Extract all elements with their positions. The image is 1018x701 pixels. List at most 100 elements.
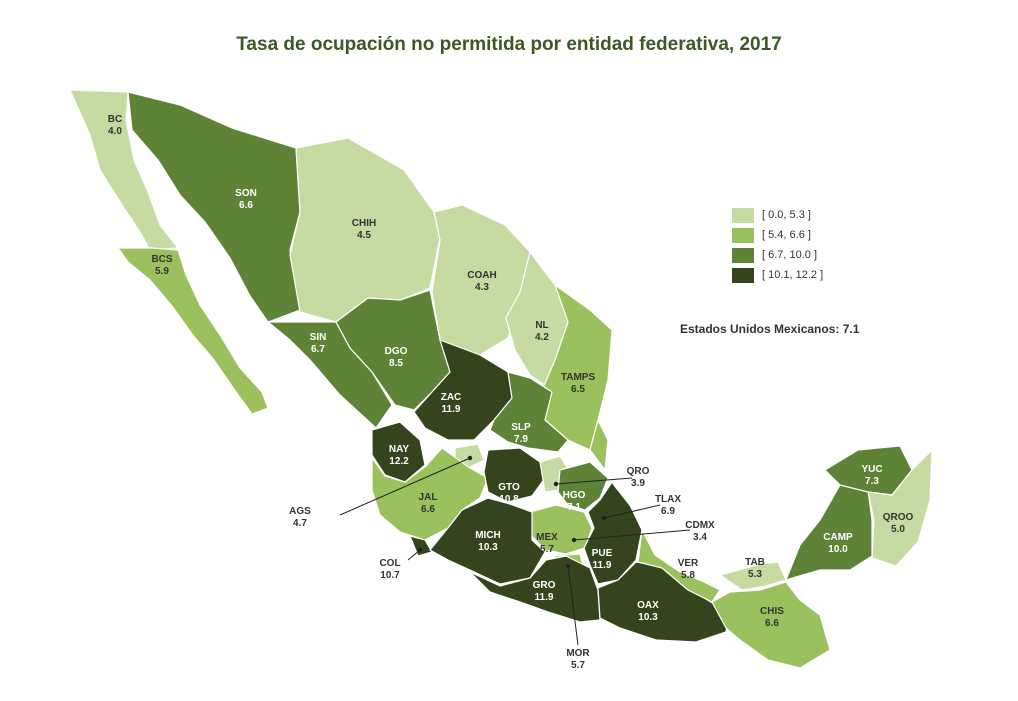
state-value: 8.5 bbox=[389, 358, 403, 369]
state-tamps bbox=[539, 284, 613, 451]
state-value: 7.9 bbox=[514, 434, 528, 445]
state-label: BC bbox=[108, 114, 122, 125]
state-label: OAX bbox=[637, 600, 659, 611]
state-label: PUE bbox=[592, 548, 613, 559]
legend: [ 0.0, 5.3 ] [ 5.4, 6.6 ] [ 6.7, 10.0 ] … bbox=[732, 206, 823, 286]
state-label: HGO bbox=[563, 490, 586, 501]
callout-arrowhead bbox=[553, 481, 559, 487]
state-value: 5.0 bbox=[891, 524, 905, 535]
state-camp bbox=[785, 484, 873, 581]
state-value: 6.7 bbox=[311, 344, 325, 355]
callout-arrowhead bbox=[417, 547, 423, 553]
state-nay bbox=[371, 421, 426, 483]
callout-arrow bbox=[573, 529, 691, 541]
callout-arrowhead bbox=[565, 563, 571, 569]
legend-swatch bbox=[732, 227, 754, 243]
state-value: 11.9 bbox=[593, 560, 612, 571]
state-label: AGS bbox=[289, 506, 311, 517]
legend-label: [ 5.4, 6.6 ] bbox=[762, 229, 811, 241]
legend-item: [ 5.4, 6.6 ] bbox=[732, 226, 823, 244]
state-label: TAMPS bbox=[561, 372, 596, 383]
state-qroo bbox=[867, 449, 933, 567]
callout-arrow bbox=[407, 549, 421, 561]
state-label: QROO bbox=[883, 512, 914, 523]
state-chis bbox=[711, 581, 831, 669]
callout-arrowhead bbox=[571, 537, 577, 543]
state-label: COL bbox=[379, 558, 400, 569]
state-value: 7.3 bbox=[865, 476, 879, 487]
state-slp bbox=[489, 371, 569, 453]
legend-item: [ 0.0, 5.3 ] bbox=[732, 206, 823, 224]
state-value: 11.9 bbox=[442, 404, 461, 415]
state-value: 3.4 bbox=[693, 532, 707, 543]
state-zac bbox=[413, 339, 513, 441]
state-value: 5.3 bbox=[748, 569, 762, 580]
callout-arrow bbox=[567, 565, 579, 646]
state-value: 5.7 bbox=[571, 660, 585, 671]
state-label: MOR bbox=[566, 648, 590, 659]
legend-label: [ 6.7, 10.0 ] bbox=[762, 249, 818, 261]
state-ver bbox=[589, 419, 721, 603]
state-label: BCS bbox=[151, 254, 172, 265]
state-value: 4.0 bbox=[108, 126, 122, 137]
callout-arrowhead bbox=[601, 515, 607, 521]
state-value: 4.3 bbox=[475, 282, 489, 293]
callout-arrowhead bbox=[467, 455, 473, 461]
state-label: GTO bbox=[498, 482, 520, 493]
state-label: TAB bbox=[745, 557, 765, 568]
map-title: Tasa de ocupación no permitida por entid… bbox=[236, 34, 782, 55]
state-gto bbox=[483, 447, 546, 503]
legend-item: [ 10.1, 12.2 ] bbox=[732, 266, 823, 284]
state-label: ZAC bbox=[441, 392, 462, 403]
state-label: CHIS bbox=[760, 606, 784, 617]
state-label: MICH bbox=[475, 530, 501, 541]
state-label: COAH bbox=[467, 270, 496, 281]
state-value: 6.6 bbox=[765, 618, 779, 629]
state-value: 6.6 bbox=[239, 200, 253, 211]
state-value: 5.9 bbox=[155, 266, 169, 277]
state-value: 4.5 bbox=[357, 230, 371, 241]
state-value: 10.3 bbox=[638, 612, 658, 623]
state-mich bbox=[429, 497, 546, 585]
national-rate: Estados Unidos Mexicanos: 7.1 bbox=[680, 322, 860, 336]
state-label: MEX bbox=[536, 532, 558, 543]
state-label: CHIH bbox=[352, 218, 376, 229]
state-value: 6.5 bbox=[571, 384, 585, 395]
callout-arrow bbox=[339, 457, 471, 516]
state-hgo bbox=[557, 461, 609, 511]
state-value: 12.2 bbox=[389, 456, 409, 467]
state-label: JAL bbox=[419, 492, 438, 503]
legend-item: [ 6.7, 10.0 ] bbox=[732, 246, 823, 264]
state-label: QRO bbox=[627, 466, 650, 477]
state-value: 10.8 bbox=[499, 494, 519, 505]
state-bc bbox=[69, 89, 179, 251]
callout-arrow bbox=[555, 477, 633, 485]
callout-arrow bbox=[603, 504, 661, 519]
state-value: 6.6 bbox=[421, 504, 435, 515]
state-value: 3.9 bbox=[631, 478, 645, 489]
state-label: GRO bbox=[533, 580, 556, 591]
state-label: YUC bbox=[861, 464, 882, 475]
state-label: TLAX bbox=[655, 494, 681, 505]
state-label: NAY bbox=[389, 444, 410, 455]
state-label: SLP bbox=[511, 422, 531, 433]
state-label: SIN bbox=[310, 332, 327, 343]
legend-swatch bbox=[732, 207, 754, 223]
state-label: DGO bbox=[385, 346, 408, 357]
state-label: CDMX bbox=[685, 520, 715, 531]
legend-label: [ 10.1, 12.2 ] bbox=[762, 269, 824, 281]
legend-label: [ 0.0, 5.3 ] bbox=[762, 209, 811, 221]
state-value: 4.2 bbox=[535, 332, 549, 343]
state-label: CAMP bbox=[823, 532, 853, 543]
state-value: 7.1 bbox=[567, 502, 581, 513]
state-value: 10.3 bbox=[478, 542, 498, 553]
legend-swatch bbox=[732, 247, 754, 263]
state-jal bbox=[371, 447, 489, 541]
legend-swatch bbox=[732, 267, 754, 283]
state-value: 11.9 bbox=[535, 592, 554, 603]
state-label: NL bbox=[535, 320, 548, 331]
state-value: 4.7 bbox=[293, 518, 307, 529]
state-value: 10.7 bbox=[380, 570, 400, 581]
state-pue bbox=[583, 481, 643, 585]
